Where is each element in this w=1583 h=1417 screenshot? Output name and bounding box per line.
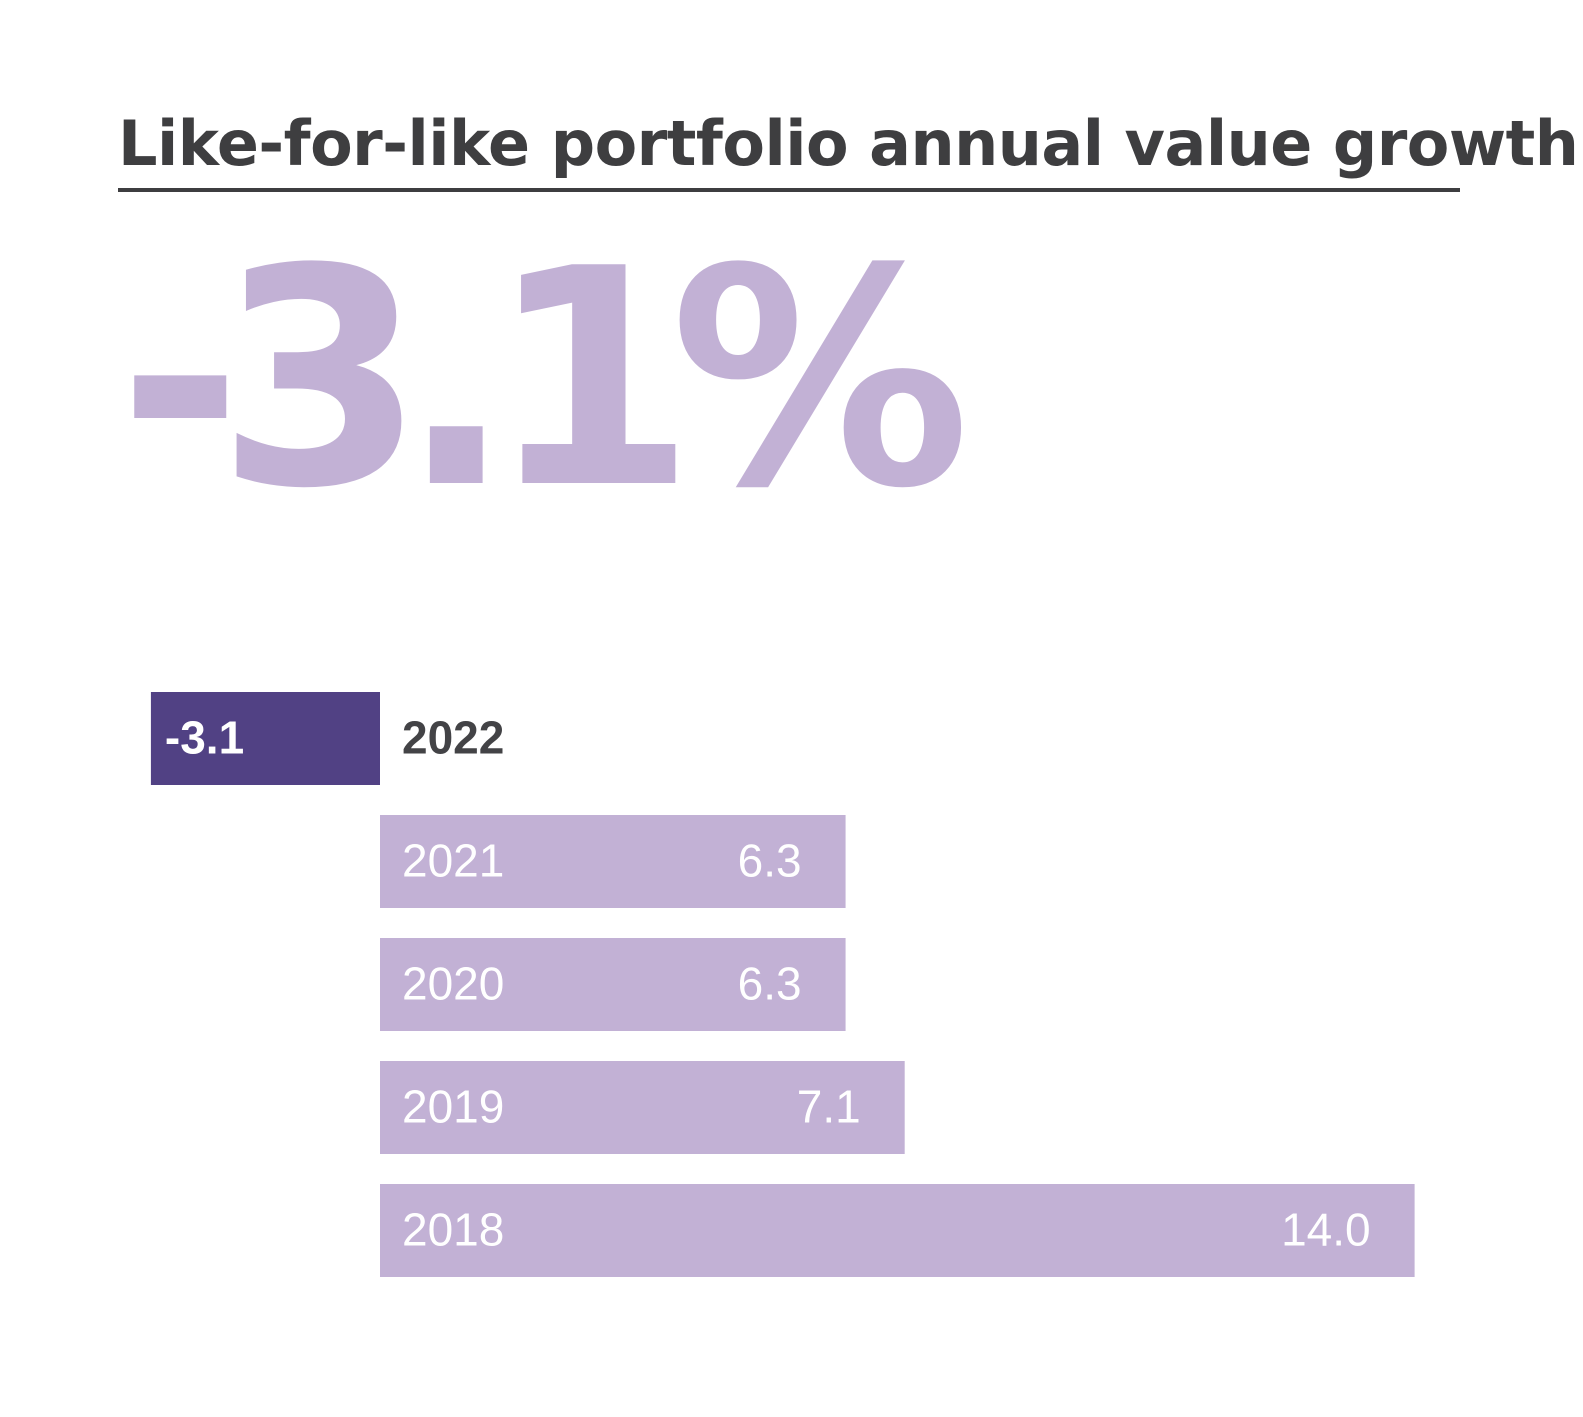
- category-label-2019: 2019: [402, 1081, 504, 1133]
- value-label-2022: -3.1: [165, 712, 244, 764]
- category-label-2018: 2018: [402, 1204, 504, 1256]
- value-label-2018: 14.0: [1281, 1204, 1371, 1256]
- value-label-2020: 6.3: [738, 958, 802, 1010]
- bar-2019: [380, 1061, 905, 1154]
- bar-2021: [380, 815, 846, 908]
- bar-2020: [380, 938, 846, 1031]
- value-label-2019: 7.1: [797, 1081, 861, 1133]
- title-underline: [118, 188, 1460, 192]
- category-label-2020: 2020: [402, 958, 504, 1010]
- category-label-2022: 2022: [402, 712, 504, 764]
- bar-2018: [380, 1184, 1415, 1277]
- value-label-2021: 6.3: [738, 835, 802, 887]
- chart-title: Like-for-like portfolio annual value gro…: [118, 107, 1579, 180]
- category-label-2021: 2021: [402, 835, 504, 887]
- bar-2022: [150, 692, 380, 785]
- headline-value: -3.1%: [118, 205, 971, 554]
